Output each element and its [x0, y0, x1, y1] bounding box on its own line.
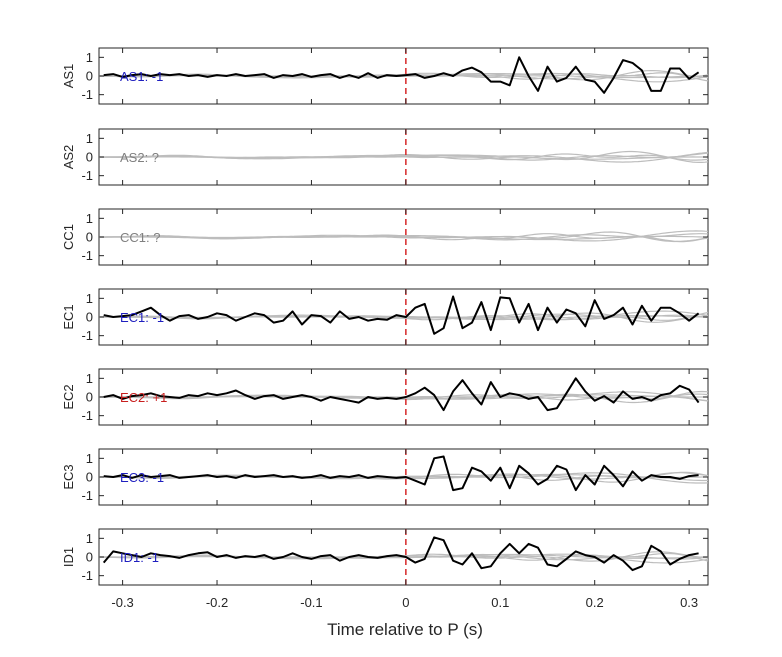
polarity-label: ID1: -1 — [120, 550, 159, 565]
y-tick-label: 1 — [86, 131, 93, 146]
y-tick-label: -1 — [81, 568, 93, 583]
polarity-label: CC1: ? — [120, 230, 160, 245]
polarity-label: EC3: -1 — [120, 470, 164, 485]
x-tick-label: -0.2 — [206, 595, 228, 610]
y-tick-label: -1 — [81, 488, 93, 503]
y-tick-label: -1 — [81, 408, 93, 423]
y-axis-label: AS2 — [61, 145, 76, 170]
waveform-trace — [103, 295, 700, 335]
y-tick-label: 0 — [86, 69, 93, 84]
y-tick-label: 1 — [86, 291, 93, 306]
y-tick-label: 1 — [86, 211, 93, 226]
panel-ec1: -1 0 1 EC1 EC1: -1 — [61, 288, 709, 346]
y-tick-label: 1 — [86, 451, 93, 466]
waveform-trace — [102, 536, 699, 572]
background-trace — [99, 231, 709, 243]
x-tick-label: -0.3 — [111, 595, 133, 610]
y-tick-label: 0 — [86, 470, 93, 485]
y-tick-label: -1 — [81, 168, 93, 183]
waveform-trace — [103, 56, 700, 94]
x-axis-label: Time relative to P (s) — [327, 620, 483, 639]
polarity-label: EC1: -1 — [120, 310, 164, 325]
x-axis: -0.3 -0.2 -0.1 0 0.1 0.2 0.3 — [111, 595, 698, 610]
y-tick-label: 0 — [86, 550, 93, 565]
x-tick-label: 0.2 — [586, 595, 604, 610]
y-tick-label: -1 — [81, 248, 93, 263]
x-tick-label: 0.3 — [680, 595, 698, 610]
y-tick-label: 0 — [86, 390, 93, 405]
polarity-label: EC2: +1 — [120, 390, 167, 405]
panel-ec3: -1 0 1 EC3 EC3: -1 — [61, 448, 709, 506]
y-tick-label: 1 — [86, 531, 93, 546]
x-tick-label: -0.1 — [300, 595, 322, 610]
y-tick-label: 0 — [86, 230, 93, 245]
y-axis-label: CC1 — [61, 224, 76, 250]
background-trace — [98, 233, 709, 243]
waveform-trace — [103, 455, 699, 492]
panel-cc1: -1 0 1 CC1 CC1: ? — [61, 208, 709, 266]
polarity-label: AS1: -1 — [120, 69, 163, 84]
panel-as2: -1 0 1 AS2 AS2: ? — [61, 128, 709, 186]
y-axis-label: EC2 — [61, 384, 76, 409]
y-axis-label: EC3 — [61, 464, 76, 489]
polarity-label: AS2: ? — [120, 150, 159, 165]
y-axis-label: AS1 — [61, 64, 76, 89]
y-tick-label: 1 — [86, 50, 93, 65]
y-tick-label: 0 — [86, 150, 93, 165]
panel-as1: -1 0 1 AS1 AS1: -1 — [61, 47, 709, 105]
panel-id1: -1 0 1 ID1 ID1: -1 — [61, 528, 709, 586]
waveform-trace — [103, 377, 700, 412]
y-axis-label: EC1 — [61, 304, 76, 329]
y-tick-label: 1 — [86, 371, 93, 386]
x-tick-label: 0.1 — [491, 595, 509, 610]
x-tick-label: 0 — [402, 595, 409, 610]
background-trace — [98, 153, 709, 163]
y-axis-label: ID1 — [61, 547, 76, 567]
y-tick-label: 0 — [86, 310, 93, 325]
y-tick-label: -1 — [81, 87, 93, 102]
y-tick-label: -1 — [81, 328, 93, 343]
panels-group: -1 0 1 AS1 AS1: -1 -1 0 1 AS2 AS2: ? -1 0 1 CC1 CC1: ?… — [61, 47, 709, 586]
panel-ec2: -1 0 1 EC2 EC2: +1 — [61, 368, 709, 426]
